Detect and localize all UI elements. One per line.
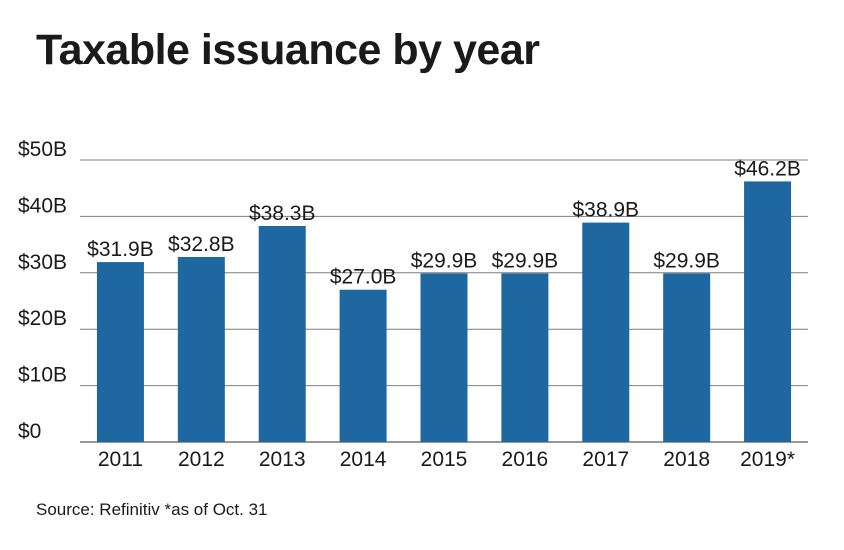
- x-tick-label: 2014: [340, 448, 387, 471]
- bar: [177, 257, 225, 442]
- y-axis-ticks: $0 $10B $20B $30B $40B $50B: [18, 138, 67, 443]
- data-label: $29.9B: [411, 249, 478, 272]
- y-tick-label: $10B: [18, 364, 67, 387]
- x-tick-label: 2017: [582, 448, 629, 471]
- x-tick-label: 2019*: [740, 448, 795, 471]
- data-label: $32.8B: [168, 233, 235, 256]
- data-label: $29.9B: [653, 249, 720, 272]
- x-tick-label: 2013: [259, 448, 306, 471]
- source-note: Source: Refinitiv *as of Oct. 31: [36, 500, 268, 519]
- bar: [258, 225, 306, 442]
- x-tick-label: 2012: [178, 448, 225, 471]
- bar: [339, 289, 387, 442]
- data-label: $31.9B: [87, 238, 154, 261]
- y-tick-label: $30B: [18, 251, 67, 274]
- x-tick-label: 2015: [421, 448, 468, 471]
- data-label: $29.9B: [492, 249, 559, 272]
- y-tick-label: $0: [18, 420, 41, 443]
- data-label: $38.9B: [572, 199, 639, 222]
- y-tick-label: $20B: [18, 307, 67, 330]
- x-tick-label: 2011: [98, 448, 143, 471]
- data-label: $46.2B: [734, 157, 801, 180]
- bar: [663, 273, 711, 442]
- x-tick-label: 2018: [663, 448, 710, 471]
- x-axis-ticks: 2011 2012 2013 2014 2015 2016 2017 2018 2019*: [98, 448, 795, 471]
- bar: [582, 222, 630, 442]
- y-tick-label: $50B: [18, 138, 67, 161]
- bar: [744, 181, 792, 442]
- x-tick-label: 2016: [502, 448, 549, 471]
- y-tick-label: $40B: [18, 194, 67, 217]
- bar: [501, 273, 549, 442]
- bars: [96, 181, 792, 442]
- data-label: $38.3B: [249, 202, 316, 225]
- data-label: $27.0B: [330, 266, 397, 289]
- data-labels: $31.9B $32.8B $38.3B $27.0B $29.9B $29.9B $38.…: [87, 157, 801, 288]
- bar: [420, 273, 468, 442]
- bar: [96, 262, 144, 442]
- chart-title: Taxable issuance by year: [36, 26, 540, 74]
